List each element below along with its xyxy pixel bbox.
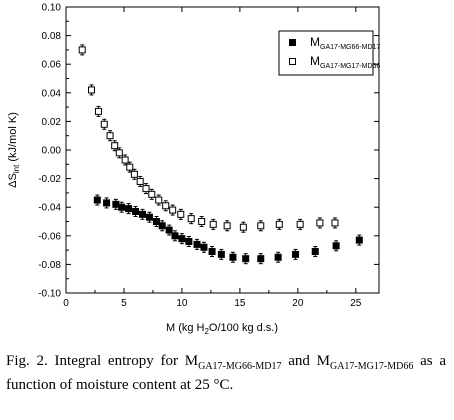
y-axis-title-main: ΔS	[7, 173, 19, 188]
data-point-series-1	[112, 200, 120, 208]
x-axis-title-main: M (kg H	[166, 322, 205, 334]
legend-marker-open	[289, 58, 296, 65]
legend-label-2: MGA17-MG17-MD66	[310, 54, 380, 70]
data-point-series-1	[139, 210, 147, 218]
y-tick-label: -0.02	[38, 174, 61, 185]
data-point-series-2	[162, 202, 170, 210]
data-point-series-2	[100, 120, 108, 128]
data-point-series-1	[103, 199, 111, 207]
data-point-series-2	[106, 132, 114, 140]
y-axis-title-rest: (kJ/mol K)	[7, 112, 19, 165]
data-point-series-2	[257, 222, 265, 230]
y-tick-label: 0.08	[42, 31, 62, 42]
legend-label-1: MGA17-MG66-MD17	[310, 35, 380, 51]
data-point-series-1	[208, 248, 216, 256]
data-point-series-2	[169, 206, 177, 214]
data-point-series-2	[136, 177, 144, 185]
data-point-series-2	[239, 223, 247, 231]
legend-label-2-base: M	[310, 54, 320, 68]
data-point-series-2	[223, 222, 231, 230]
data-point-series-1	[158, 222, 166, 230]
x-tick-label: 0	[63, 298, 69, 309]
x-tick-label: 20	[292, 298, 304, 309]
data-point-series-1	[145, 213, 153, 221]
x-tick-label: 10	[176, 298, 188, 309]
data-point-series-2	[316, 219, 324, 227]
data-point-series-1	[93, 196, 101, 204]
data-point-series-1	[274, 253, 282, 261]
caption-mid: and M	[281, 353, 330, 369]
caption-sub-2: GA17-MG17-MD66	[329, 361, 414, 372]
data-point-series-2	[155, 196, 163, 204]
y-tick-label: -0.04	[38, 203, 61, 214]
legend: MGA17-MG66-MD17 MGA17-MG17-MD66	[278, 30, 380, 76]
y-tick-label: 0.06	[42, 60, 62, 71]
data-point-series-2	[115, 149, 123, 157]
data-point-series-2	[148, 190, 156, 198]
data-point-series-2	[198, 218, 206, 225]
figure-caption: Fig. 2. Integral entropy for MGA17-MG66-…	[6, 352, 446, 394]
data-point-series-1	[332, 242, 340, 250]
data-point-series-1	[311, 248, 319, 256]
data-point-series-2	[275, 220, 283, 228]
data-point-series-1	[200, 243, 208, 251]
data-point-series-2	[331, 219, 339, 227]
y-tick-label: 0.02	[42, 117, 62, 128]
data-point-series-1	[152, 218, 160, 225]
data-point-series-1	[217, 250, 225, 258]
data-point-series-2	[121, 156, 129, 164]
x-axis-title-rest: O/100 kg d.s.)	[209, 322, 278, 334]
caption-prefix: Fig. 2. Integral entropy for M	[6, 353, 199, 369]
data-point-series-1	[355, 236, 363, 244]
data-point-series-2	[111, 142, 119, 150]
chart: 0 5 10 15 20 25 -0.10 -0.08 -0.06 -0.04 -0.02 0.00…	[7, 3, 380, 337]
x-tick-label: 5	[121, 298, 127, 309]
data-point-series-2	[94, 107, 102, 115]
x-tick-label: 25	[350, 298, 362, 309]
legend-label-1-base: M	[310, 35, 320, 49]
data-point-series-1	[125, 205, 133, 213]
y-axis-title: ΔSint (kJ/mol K)	[7, 112, 21, 188]
data-point-series-1	[178, 235, 186, 243]
data-point-series-1	[132, 207, 140, 215]
data-point-series-1	[118, 203, 126, 211]
legend-frame	[278, 30, 374, 76]
caption-sub-1: GA17-MG66-MD17	[198, 361, 282, 372]
series-layer	[78, 44, 363, 265]
y-axis-title-sub: int	[12, 164, 21, 173]
legend-label-1-sub: GA17-MG66-MD17	[320, 44, 380, 51]
data-point-series-2	[130, 170, 138, 178]
data-point-series-2	[78, 46, 86, 54]
x-axis-title-sub: 2	[204, 327, 209, 336]
caption-suffix: as a function of moisture content at 25 …	[6, 353, 447, 393]
data-point-series-1	[165, 226, 173, 234]
y-tick-label: -0.08	[38, 260, 61, 271]
data-point-series-1	[292, 250, 300, 258]
data-point-series-2	[209, 220, 217, 228]
data-point-series-2	[177, 210, 185, 218]
legend-label-2-sub: GA17-MG17-MD66	[320, 63, 380, 70]
data-point-series-1	[185, 238, 193, 246]
legend-marker-filled	[289, 39, 296, 46]
data-point-series-2	[296, 220, 304, 228]
y-tick-label: 0.04	[42, 88, 62, 99]
data-point-series-2	[88, 86, 96, 94]
y-tick-label: 0.10	[42, 3, 62, 14]
y-tick-label: 0.00	[42, 146, 62, 157]
data-point-series-1	[171, 232, 179, 240]
data-point-series-2	[142, 185, 150, 193]
data-point-series-2	[126, 163, 134, 171]
data-point-series-1	[229, 253, 237, 261]
data-point-series-2	[187, 215, 195, 223]
data-point-series-1	[257, 255, 265, 263]
y-tick-label: -0.06	[38, 231, 61, 242]
x-tick-label: 15	[234, 298, 246, 309]
y-ticks: -0.10 -0.08 -0.06 -0.04 -0.02 0.00 0.02 0.04 0.0…	[38, 3, 379, 300]
data-point-series-1	[193, 240, 201, 248]
y-tick-label: -0.10	[38, 289, 61, 300]
x-ticks: 0 5 10 15 20 25	[63, 7, 362, 309]
x-axis-title: M (kg H2O/100 kg d.s.)	[166, 322, 278, 336]
data-point-series-1	[242, 255, 250, 263]
